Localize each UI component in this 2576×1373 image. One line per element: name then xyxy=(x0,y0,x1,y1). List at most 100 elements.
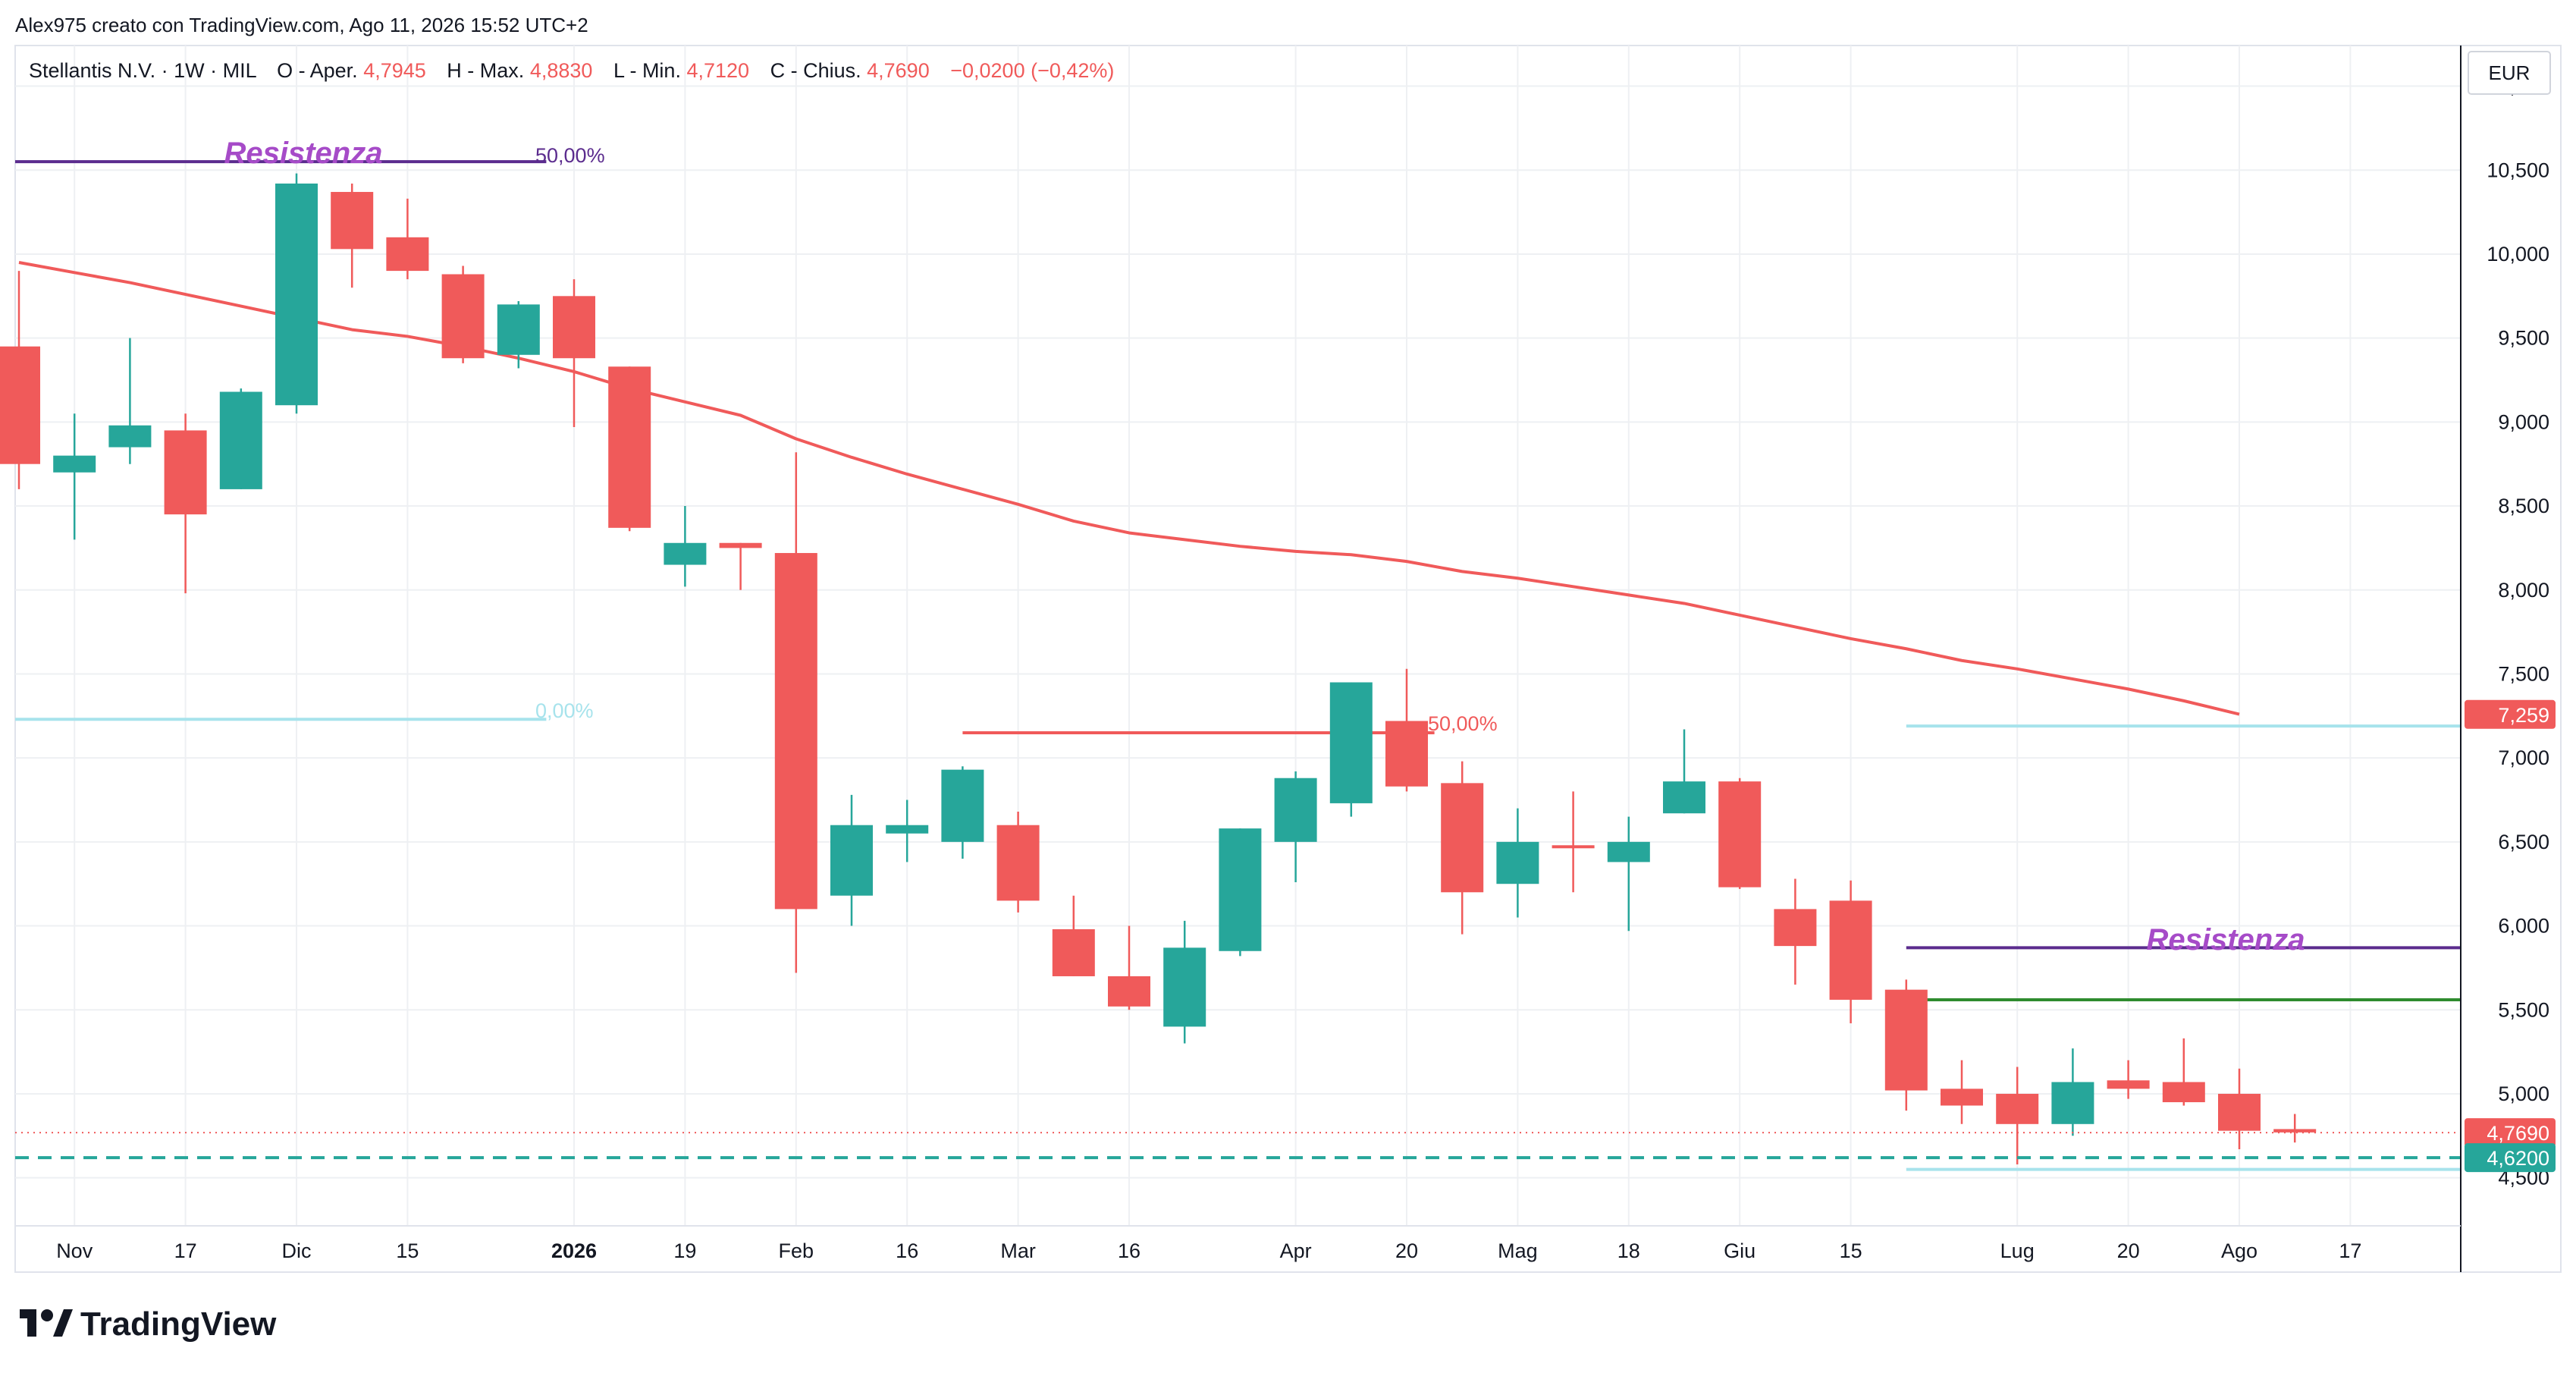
candle xyxy=(2051,1048,2094,1136)
candle-body xyxy=(2107,1080,2150,1089)
candle-body xyxy=(886,825,929,834)
legend-symbol: Stellantis N.V. · 1W · MIL xyxy=(29,59,257,82)
candle xyxy=(1941,1060,1983,1124)
candle xyxy=(0,271,40,489)
axes: 4,5005,0005,5006,0006,5007,0007,5008,000… xyxy=(56,75,2556,1262)
candle-body xyxy=(608,366,651,528)
candle xyxy=(774,452,817,973)
candle-body xyxy=(1052,928,1095,976)
candle-body xyxy=(774,553,817,910)
candle xyxy=(1052,895,1095,976)
candle-body xyxy=(1607,841,1650,862)
candle-body xyxy=(0,346,40,464)
time-tick-label: 16 xyxy=(1118,1239,1141,1262)
legend-open-label: O - Aper. xyxy=(277,59,358,82)
candle xyxy=(2273,1114,2317,1143)
candle-body xyxy=(1996,1093,2039,1124)
candle xyxy=(608,366,651,532)
candles xyxy=(0,173,2317,1164)
time-tick-label: Giu xyxy=(1724,1239,1756,1262)
time-tick-label: 17 xyxy=(174,1239,197,1262)
candle-body xyxy=(664,542,707,565)
candle-body xyxy=(497,304,540,355)
price-tick-label: 5,000 xyxy=(2498,1082,2549,1105)
candle xyxy=(331,183,374,288)
resistance-right-label: Resistenza xyxy=(2147,923,2305,957)
time-tick-label: 16 xyxy=(896,1239,918,1262)
candle-body xyxy=(996,825,1040,901)
candle-body xyxy=(1718,781,1762,888)
candle xyxy=(1774,878,1817,985)
candle-body xyxy=(386,237,429,272)
resistance-left-label: Resistenza xyxy=(224,137,383,170)
candle-body xyxy=(2218,1093,2261,1131)
candle-body xyxy=(331,192,374,250)
candle-body xyxy=(1774,909,1817,947)
candle xyxy=(1996,1067,2039,1164)
candle xyxy=(1163,920,1206,1044)
candle-body xyxy=(1552,845,1595,849)
candle xyxy=(941,766,984,859)
candle-body xyxy=(1496,841,1539,884)
candle-body xyxy=(1941,1089,1983,1106)
logo-mark-slash xyxy=(53,1309,73,1337)
candle-body xyxy=(1219,828,1262,951)
price-lines xyxy=(15,1132,2461,1160)
candle xyxy=(553,279,595,427)
candle-body xyxy=(2162,1082,2205,1103)
price-tick-label: 8,500 xyxy=(2498,495,2549,517)
chart-frame xyxy=(14,45,2562,1273)
fib-top-left-label: 50,00% xyxy=(535,144,605,167)
moving-average-line xyxy=(18,261,2240,716)
legend: Stellantis N.V. · 1W · MIL O - Aper. 4,7… xyxy=(29,59,1114,82)
candle-body xyxy=(164,430,207,515)
time-tick-label: Mar xyxy=(1000,1239,1036,1262)
time-tick-label: 19 xyxy=(673,1239,696,1262)
time-tick-label: 2026 xyxy=(551,1239,597,1262)
grid xyxy=(15,46,2461,1226)
candle xyxy=(108,338,152,464)
time-tick-label: Feb xyxy=(779,1239,814,1262)
price-badge xyxy=(2465,1118,2556,1148)
price-tick-label: 9,500 xyxy=(2498,327,2549,350)
candle xyxy=(2162,1038,2205,1106)
attribution: Alex975 creato con TradingView.com, Ago … xyxy=(15,14,588,36)
time-tick-label: 17 xyxy=(2339,1239,2361,1262)
candle-body xyxy=(1163,947,1206,1027)
candle xyxy=(664,506,707,587)
candle xyxy=(719,542,762,590)
candle-body xyxy=(1274,778,1317,842)
price-tick-label: 6,500 xyxy=(2498,831,2549,853)
time-tick-label: 15 xyxy=(1840,1239,1862,1262)
logo-mark-stem xyxy=(27,1309,36,1337)
annotation-levels xyxy=(15,160,2461,1171)
tradingview-logo xyxy=(20,1309,73,1337)
candle-body xyxy=(553,296,595,359)
candle-body xyxy=(2051,1082,2094,1124)
candle xyxy=(1607,816,1650,932)
price-badge-label: 7,259 xyxy=(2498,704,2549,727)
candle xyxy=(1329,682,1373,817)
candle xyxy=(1108,925,1150,1010)
time-tick-label: Ago xyxy=(2221,1239,2258,1262)
candle xyxy=(1441,761,1484,935)
time-tick-label: 15 xyxy=(396,1239,419,1262)
price-tick-label: 10,000 xyxy=(2487,243,2549,265)
candle-body xyxy=(1329,682,1373,803)
candle xyxy=(386,198,429,280)
candle-body xyxy=(719,542,762,548)
currency-box[interactable] xyxy=(2468,51,2551,95)
price-tick-label: 7,500 xyxy=(2498,662,2549,685)
price-badge xyxy=(2465,699,2556,729)
candle-body xyxy=(108,425,152,448)
time-tick-label: Nov xyxy=(56,1239,93,1262)
candle-body xyxy=(275,183,318,406)
fib-mid-label: 50,00% xyxy=(1428,712,1498,735)
candle-body xyxy=(1829,900,1872,1000)
candle xyxy=(886,800,929,862)
candle xyxy=(441,265,485,363)
candle xyxy=(1884,979,1928,1111)
time-tick-label: 20 xyxy=(2117,1239,2140,1262)
candle xyxy=(1496,808,1539,918)
